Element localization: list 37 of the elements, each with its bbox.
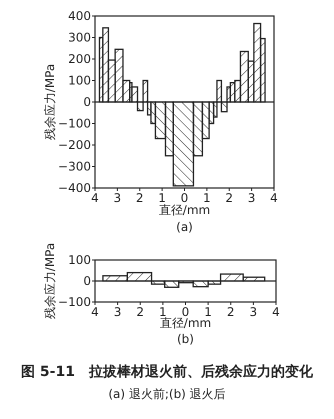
x-tick-label: 3 [250, 305, 258, 319]
x-tick-label: 1 [158, 191, 166, 205]
caption: 图 5-11 拉拔棒材退火前、后残余应力的变化 [21, 363, 314, 380]
y-tick-label: 100 [68, 74, 91, 88]
x-tick-label: 1 [203, 191, 211, 205]
text: (a) 退火前;(b) 退火后 [108, 387, 226, 401]
x-tick-label: 4 [272, 305, 280, 319]
y-tick-label: 400 [68, 9, 91, 23]
x-tick-label: 0 [180, 191, 188, 205]
y-tick-label: 0 [83, 95, 91, 109]
y-tick-label: −200 [58, 138, 91, 152]
x-tick-label: 4 [270, 191, 278, 205]
x-tick-label: 3 [114, 305, 122, 319]
y-tick-label: 300 [68, 30, 91, 44]
y-axis-title: 残余应力/MPa [43, 242, 57, 320]
x-tick-label: 1 [204, 305, 212, 319]
y-tick-label: 0 [83, 274, 91, 288]
y-tick-label: 200 [68, 52, 91, 66]
text: (a) [176, 220, 193, 234]
text: (b) [177, 332, 194, 346]
x-tick-label: 2 [136, 191, 144, 205]
x-tick-label: 3 [114, 191, 122, 205]
x-tick-label: 0 [182, 305, 190, 319]
x-tick-label: 3 [248, 191, 256, 205]
x-tick-label: 2 [226, 305, 235, 319]
x-tick-label: 4 [91, 191, 99, 205]
x-tick-label: 4 [91, 305, 99, 319]
y-tick-label: −100 [58, 116, 91, 130]
y-tick-label: −300 [58, 160, 91, 174]
y-axis-title: 残余应力/MPa [43, 64, 57, 140]
x-tick-label: 2 [136, 305, 144, 319]
y-tick-label: 100 [68, 253, 91, 267]
x-axis-title: 直径/mm [160, 316, 212, 330]
y-tick-label: −400 [58, 181, 91, 195]
x-axis-title: 直径/mm [158, 203, 210, 217]
y-tick-label: −100 [58, 295, 91, 309]
x-tick-label: 2 [225, 191, 234, 205]
